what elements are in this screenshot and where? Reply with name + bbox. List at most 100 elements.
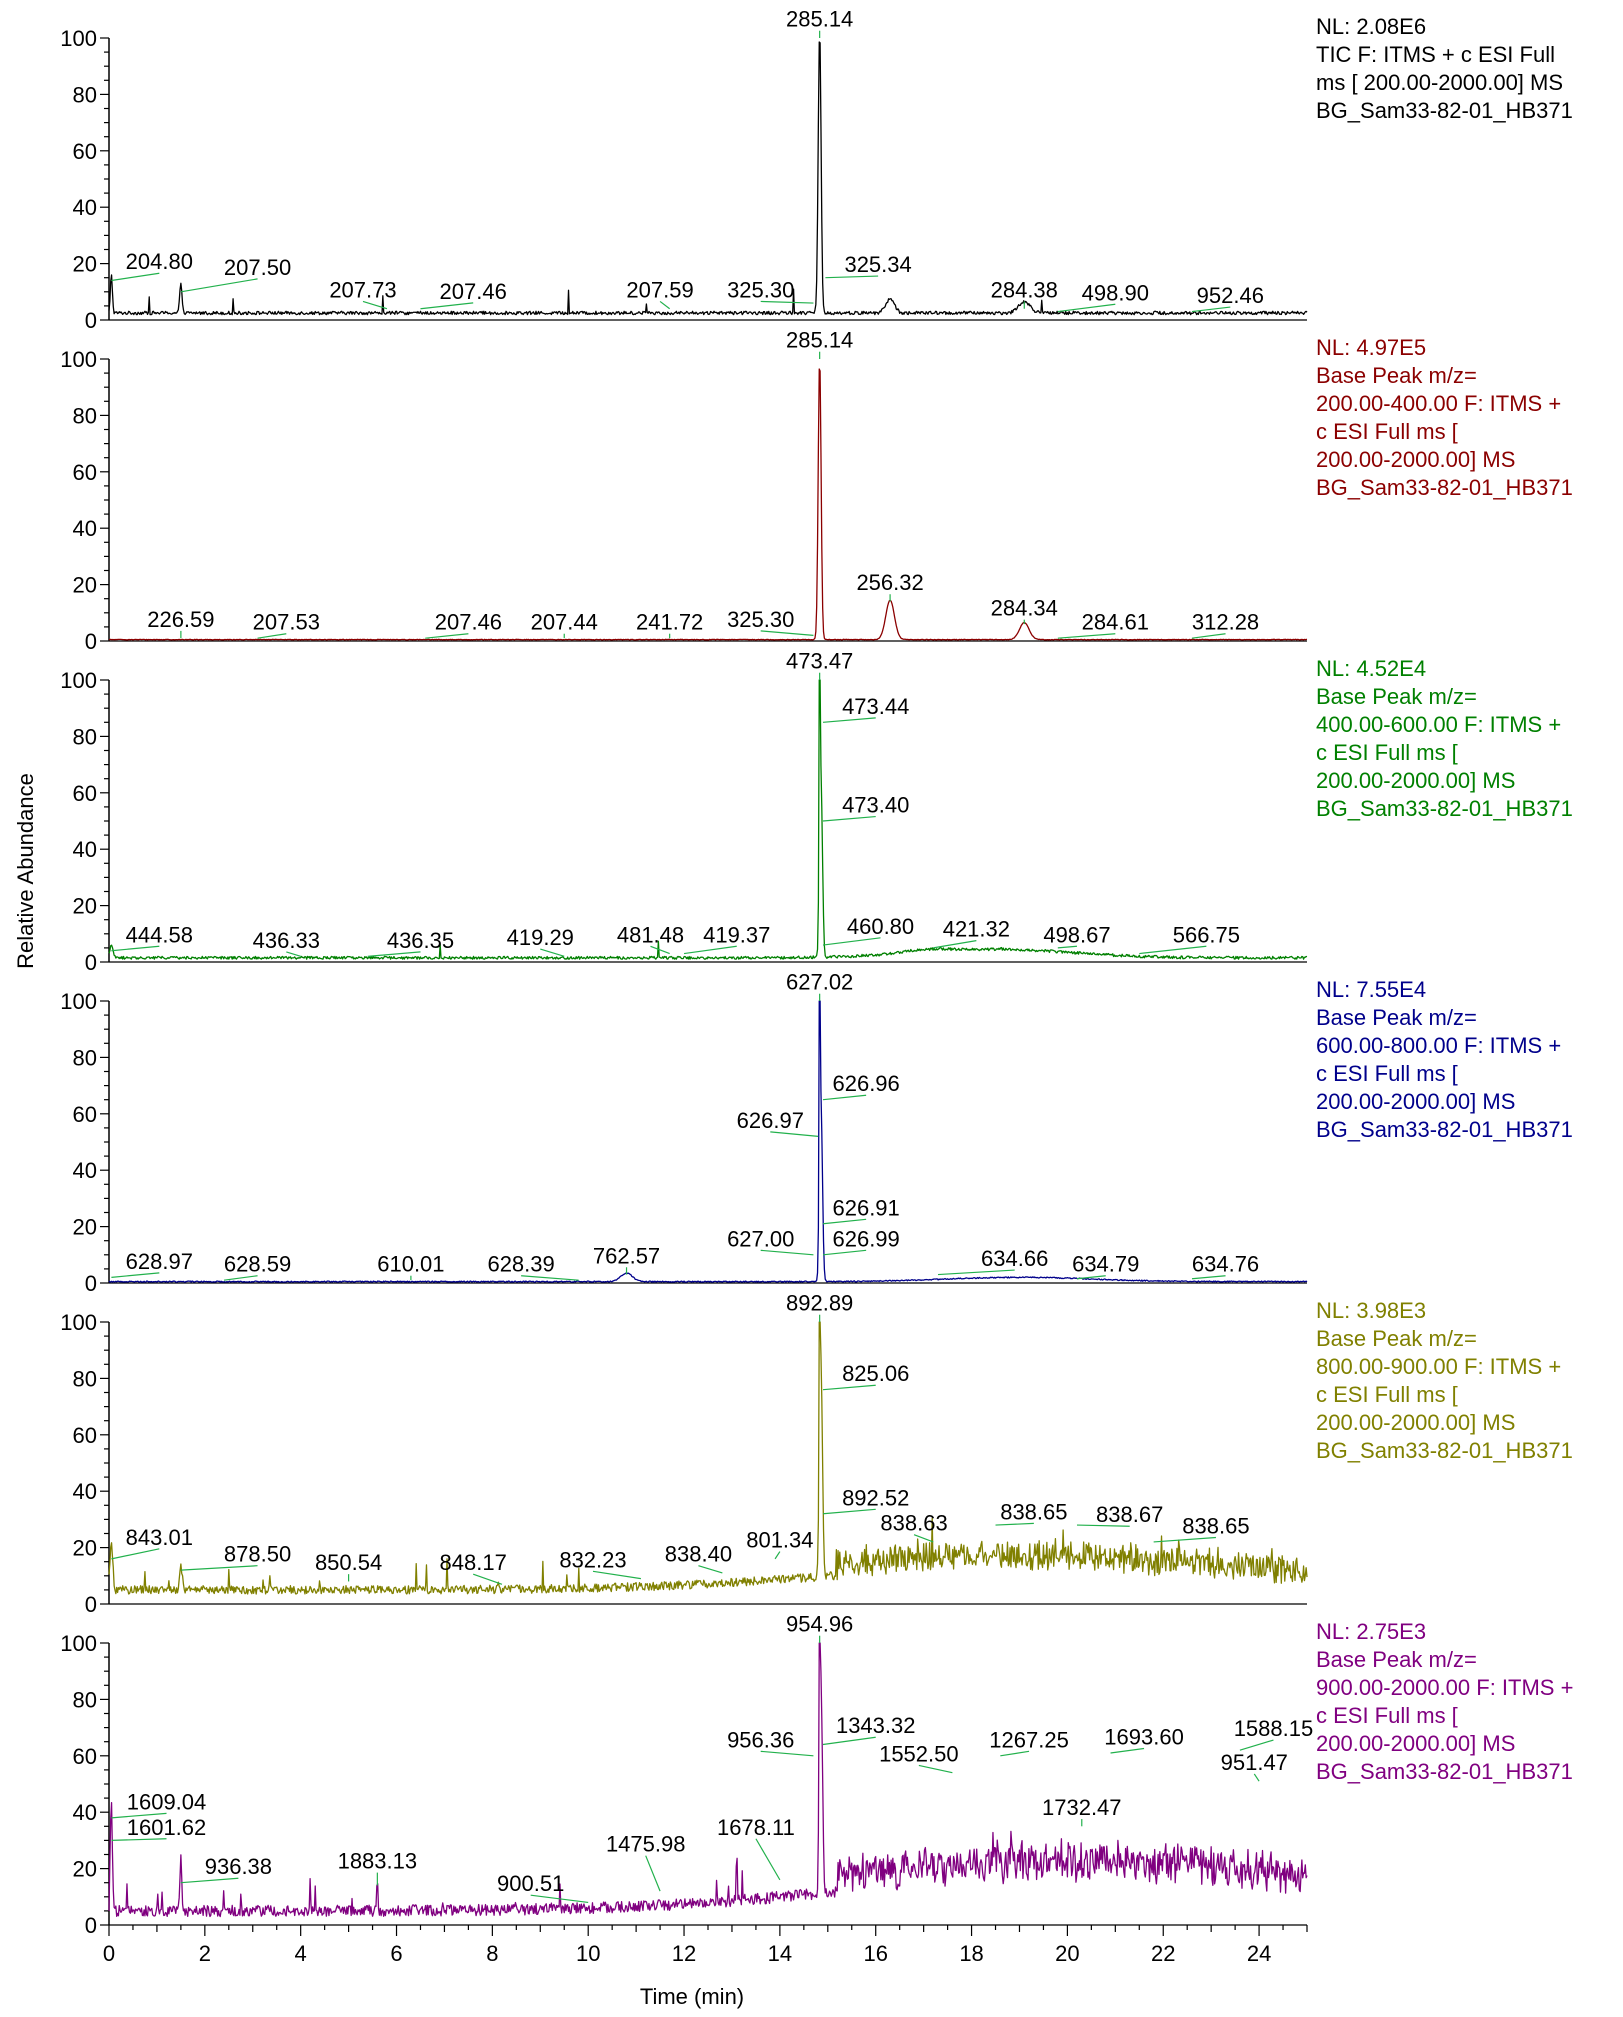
peak-leader-line bbox=[755, 1838, 781, 1881]
peak-label: 256.32 bbox=[856, 570, 923, 595]
scan-filter-line: c ESI Full ms [ bbox=[1316, 1703, 1458, 1728]
x-tick-label: 20 bbox=[1055, 1941, 1079, 1966]
normalization-level: NL: 7.55E4 bbox=[1316, 977, 1426, 1002]
chromatogram-trace bbox=[108, 1321, 1308, 1595]
y-tick-label: 0 bbox=[85, 1271, 97, 1296]
peak-leader-line bbox=[698, 1565, 723, 1574]
peak-leader-line bbox=[592, 1570, 642, 1580]
chromatogram-panels: 0 20 40 60 80 100 285.14 204.80 207.50 207.73 207.… bbox=[60, 7, 1573, 1938]
scan-filter-line: c ESI Full ms [ bbox=[1316, 419, 1458, 444]
y-tick-label: 20 bbox=[73, 1857, 97, 1882]
scan-filter-line: 800.00-900.00 F: ITMS + bbox=[1316, 1354, 1561, 1379]
x-tick-label: 12 bbox=[672, 1941, 696, 1966]
peak-leader-line bbox=[937, 1269, 1015, 1276]
peak-label: 843.01 bbox=[126, 1525, 193, 1550]
scan-filter-line: BG_Sam33-82-01_HB371 bbox=[1316, 1759, 1573, 1784]
peak-label: 1588.15 bbox=[1234, 1716, 1314, 1741]
peak-label: 626.97 bbox=[737, 1108, 804, 1133]
y-tick-label: 20 bbox=[73, 894, 97, 919]
peak-label: 848.17 bbox=[440, 1550, 507, 1575]
scan-filter-line: Base Peak m/z= bbox=[1316, 363, 1477, 388]
y-tick-label: 100 bbox=[60, 989, 97, 1014]
peak-leader-line bbox=[774, 1551, 781, 1560]
chromatogram-trace bbox=[108, 41, 1308, 316]
scan-filter-line: 900.00-2000.00 F: ITMS + bbox=[1316, 1675, 1573, 1700]
scan-filter-line: c ESI Full ms [ bbox=[1316, 740, 1458, 765]
peak-label: 460.80 bbox=[847, 914, 914, 939]
y-tick-label: 100 bbox=[60, 668, 97, 693]
peak-label: 444.58 bbox=[126, 922, 193, 947]
peak-label: 498.67 bbox=[1043, 922, 1110, 947]
peak-label: 325.34 bbox=[844, 252, 911, 277]
peak-label: 627.02 bbox=[786, 970, 853, 995]
y-tick-label: 40 bbox=[73, 1479, 97, 1504]
scan-filter-line: BG_Sam33-82-01_HB371 bbox=[1316, 98, 1573, 123]
peak-leader-line bbox=[1110, 1747, 1145, 1754]
peak-label: 634.79 bbox=[1072, 1252, 1139, 1277]
scan-filter-line: 400.00-600.00 F: ITMS + bbox=[1316, 712, 1561, 737]
y-tick-label: 60 bbox=[73, 1102, 97, 1127]
peak-label: 838.67 bbox=[1096, 1502, 1163, 1527]
normalization-level: NL: 2.75E3 bbox=[1316, 1619, 1426, 1644]
peak-label: 1475.98 bbox=[606, 1832, 686, 1857]
scan-filter-line: 200.00-2000.00] MS bbox=[1316, 1731, 1515, 1756]
peak-leader-line bbox=[933, 940, 977, 949]
chromatogram-trace bbox=[108, 679, 1308, 960]
peak-label: 284.34 bbox=[991, 596, 1058, 621]
y-tick-label: 0 bbox=[85, 308, 97, 333]
chromatogram-trace bbox=[108, 1642, 1308, 1918]
peak-label: 207.53 bbox=[253, 610, 320, 635]
peak-leader-line bbox=[530, 1894, 589, 1904]
x-tick-label: 24 bbox=[1247, 1941, 1271, 1966]
x-tick-label: 22 bbox=[1151, 1941, 1175, 1966]
peak-label: 481.48 bbox=[617, 922, 684, 947]
peak-label: 419.37 bbox=[703, 922, 770, 947]
peak-leader-line bbox=[1057, 303, 1116, 313]
x-tick-label: 6 bbox=[390, 1941, 402, 1966]
peak-label: 850.54 bbox=[315, 1550, 382, 1575]
peak-leader-line bbox=[223, 1275, 258, 1281]
y-tick-label: 20 bbox=[73, 573, 97, 598]
peak-label: 825.06 bbox=[842, 1361, 909, 1386]
peak-leader-line bbox=[540, 948, 565, 957]
y-tick-label: 0 bbox=[85, 1913, 97, 1938]
peak-label: 325.30 bbox=[727, 277, 794, 302]
x-axis-title: Time (min) bbox=[640, 1984, 744, 2009]
peak-label: 892.52 bbox=[842, 1485, 909, 1510]
peak-leader-line bbox=[650, 945, 670, 955]
peak-label: 1883.13 bbox=[338, 1849, 418, 1874]
peak-label: 473.47 bbox=[786, 649, 853, 674]
scan-filter-line: BG_Sam33-82-01_HB371 bbox=[1316, 796, 1573, 821]
y-tick-label: 80 bbox=[73, 1045, 97, 1070]
y-tick-label: 60 bbox=[73, 460, 97, 485]
scan-filter-line: 200.00-2000.00] MS bbox=[1316, 447, 1515, 472]
peak-leader-line bbox=[659, 300, 671, 310]
x-tick-label: 2 bbox=[199, 1941, 211, 1966]
peak-label: 1609.04 bbox=[127, 1789, 207, 1814]
x-tick-label: 18 bbox=[959, 1941, 983, 1966]
peak-leader-line bbox=[822, 1218, 867, 1225]
peak-label: 626.96 bbox=[832, 1071, 899, 1096]
peak-label: 226.59 bbox=[147, 607, 214, 632]
chromatogram-panel: 0 20 40 60 80 100 892.89 825.06 843.01 878.50 850.… bbox=[60, 1291, 1573, 1617]
peak-label: 436.35 bbox=[387, 928, 454, 953]
y-tick-label: 40 bbox=[73, 1800, 97, 1825]
peak-leader-line bbox=[286, 951, 301, 957]
peak-label: 626.99 bbox=[832, 1226, 899, 1251]
scan-filter-line: Base Peak m/z= bbox=[1316, 1326, 1477, 1351]
peak-leader-line bbox=[770, 1131, 819, 1137]
y-tick-label: 100 bbox=[60, 1310, 97, 1335]
peak-leader-line bbox=[367, 951, 421, 957]
peak-label: 284.38 bbox=[991, 277, 1058, 302]
peak-leader-line bbox=[1153, 1536, 1216, 1543]
chromatogram-panel: 0 20 40 60 80 100 285.14 204.80 207.50 207.73 207.… bbox=[60, 7, 1573, 333]
peak-leader-line bbox=[918, 1764, 953, 1774]
y-tick-label: 80 bbox=[73, 403, 97, 428]
scan-filter-line: 200.00-2000.00] MS bbox=[1316, 1410, 1515, 1435]
peak-leader-line bbox=[822, 1508, 876, 1515]
peak-leader-line bbox=[1000, 1750, 1030, 1757]
scan-filter-line: c ESI Full ms [ bbox=[1316, 1382, 1458, 1407]
peak-label: 419.29 bbox=[507, 925, 574, 950]
peak-label: 473.40 bbox=[842, 793, 909, 818]
peak-label: 900.51 bbox=[497, 1871, 564, 1896]
